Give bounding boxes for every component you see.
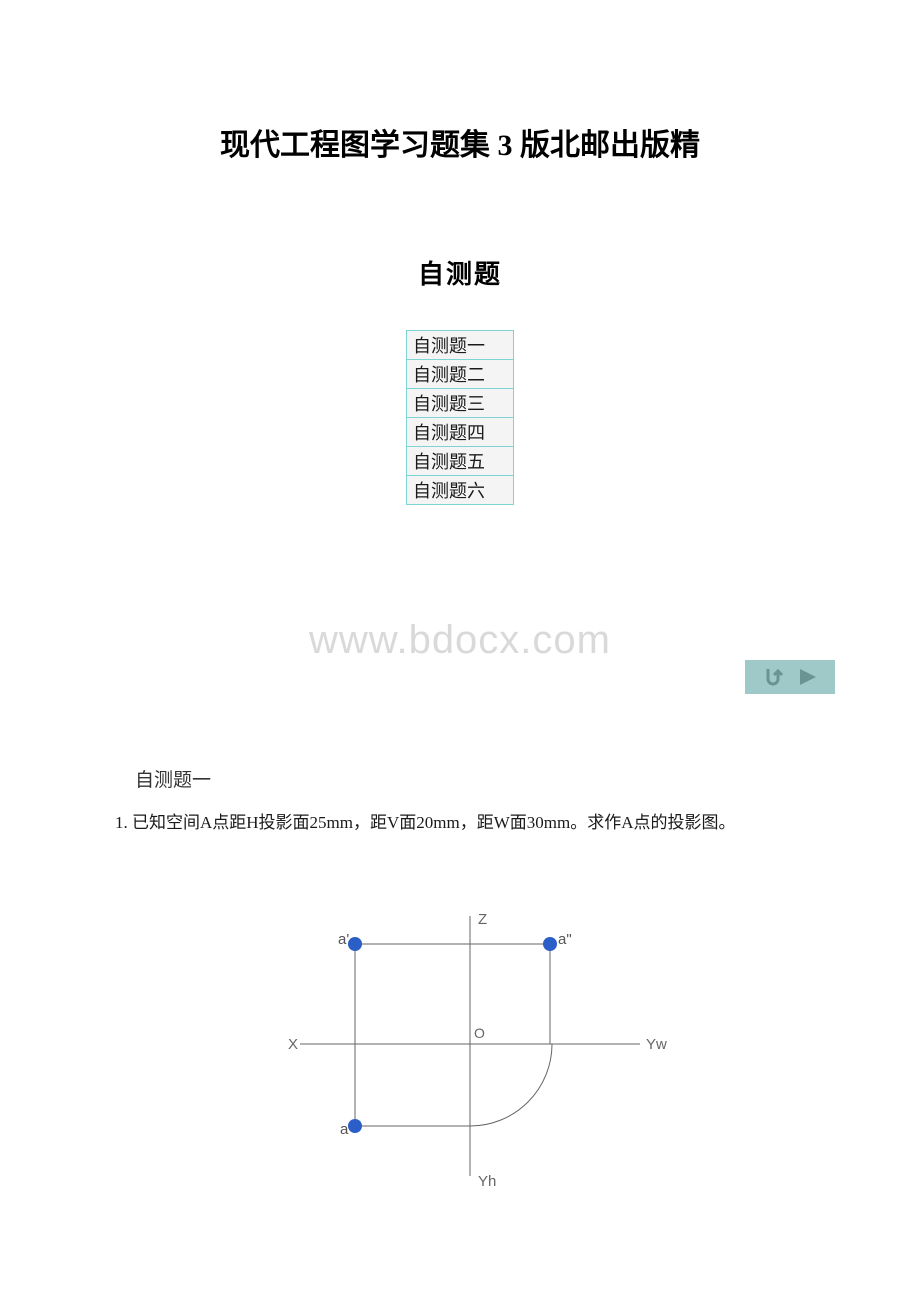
svg-text:Yh: Yh bbox=[478, 1173, 496, 1190]
svg-text:X: X bbox=[288, 1036, 298, 1053]
quiz-link-6[interactable]: 自测题六 bbox=[406, 475, 514, 505]
page-title: 现代工程图学习题集 3 版北邮出版精 bbox=[0, 0, 920, 164]
svg-text:a': a' bbox=[338, 931, 349, 948]
svg-text:a": a" bbox=[558, 931, 572, 948]
quiz-link-3[interactable]: 自测题三 bbox=[406, 388, 514, 418]
section-heading: 自测题 bbox=[0, 254, 920, 291]
nav-button[interactable] bbox=[745, 660, 835, 694]
quiz-link-5[interactable]: 自测题五 bbox=[406, 446, 514, 476]
problem-text: 1. 已知空间A点距H投影面25mm，距V面20mm，距W面30mm。求作A点的… bbox=[115, 810, 920, 836]
return-icon bbox=[762, 667, 784, 687]
quiz-link-1[interactable]: 自测题一 bbox=[406, 330, 514, 360]
svg-text:Z: Z bbox=[478, 911, 487, 928]
svg-text:a: a bbox=[340, 1121, 349, 1138]
svg-text:O: O bbox=[474, 1025, 485, 1041]
watermark-text: www.bdocx.com bbox=[0, 618, 920, 663]
quiz-link-list: 自测题一 自测题二 自测题三 自测题四 自测题五 自测题六 bbox=[0, 331, 920, 505]
projection-diagram: X Z Yw Yh Oa' a" a bbox=[0, 896, 920, 1196]
quiz-link-4[interactable]: 自测题四 bbox=[406, 417, 514, 447]
quiz-link-2[interactable]: 自测题二 bbox=[406, 359, 514, 389]
play-icon bbox=[798, 667, 818, 687]
svg-text:Yw: Yw bbox=[646, 1036, 667, 1053]
subsection-title: 自测题一 bbox=[135, 765, 920, 792]
